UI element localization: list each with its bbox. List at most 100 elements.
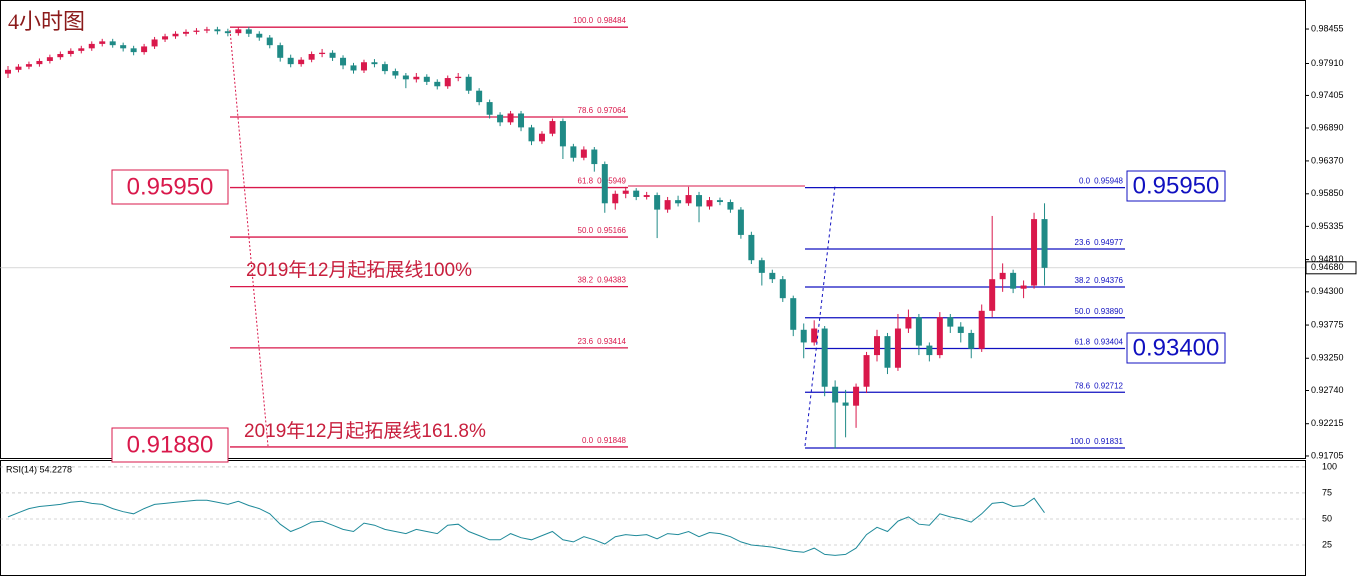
fib-ratio: 38.2 bbox=[1075, 276, 1091, 285]
candle-body bbox=[256, 33, 263, 38]
candle-body bbox=[528, 127, 535, 142]
y-tick-label: 0.94300 bbox=[1311, 286, 1344, 296]
candle-body bbox=[476, 90, 483, 103]
candle-body bbox=[78, 48, 85, 51]
fib-ratio: 78.6 bbox=[1075, 381, 1091, 390]
candle-body bbox=[716, 200, 723, 203]
candle-body bbox=[67, 50, 74, 55]
y-tick-label: 0.97910 bbox=[1311, 58, 1344, 68]
candle-body bbox=[580, 149, 587, 158]
candle-body bbox=[224, 31, 231, 34]
fib-price: 0.93890 bbox=[1094, 307, 1123, 316]
candle-body bbox=[162, 36, 169, 40]
candle-body bbox=[88, 43, 95, 49]
fib-label: 38.2 0.94376 bbox=[1075, 276, 1124, 285]
candle-body bbox=[507, 113, 514, 123]
annotation-box bbox=[111, 427, 229, 463]
candle-body bbox=[748, 234, 755, 261]
fib-label: 78.6 0.97064 bbox=[578, 106, 627, 115]
fib-price: 0.94383 bbox=[597, 276, 626, 285]
candle-body bbox=[936, 317, 943, 356]
candle-body bbox=[978, 310, 985, 349]
fib-price: 0.95948 bbox=[1094, 177, 1123, 186]
candle-body bbox=[360, 62, 367, 71]
y-tick-label: 0.92215 bbox=[1311, 418, 1344, 428]
candle-body bbox=[277, 45, 284, 58]
candle-body bbox=[1020, 285, 1027, 289]
candle-body bbox=[894, 328, 901, 368]
candle-body bbox=[758, 260, 765, 273]
annotation-box bbox=[1126, 332, 1226, 364]
fib-price: 0.92712 bbox=[1094, 381, 1123, 390]
candle-body bbox=[402, 75, 409, 80]
candle-body bbox=[654, 195, 661, 210]
candle-body bbox=[570, 146, 577, 158]
fib-ratio: 23.6 bbox=[1075, 238, 1091, 247]
candle-body bbox=[308, 54, 315, 60]
candle-body bbox=[696, 195, 703, 207]
candle-body bbox=[130, 48, 137, 53]
candle-body bbox=[518, 113, 525, 128]
fib-ratio: 61.8 bbox=[578, 177, 594, 186]
y-tick-label: 0.92740 bbox=[1311, 385, 1344, 395]
fib-price: 0.95166 bbox=[597, 226, 626, 235]
candle-body bbox=[727, 202, 734, 210]
current-price-label: 0.94680 bbox=[1311, 262, 1344, 272]
y-tick-label: 75 bbox=[1322, 487, 1332, 497]
y-tick-label: 0.93775 bbox=[1311, 319, 1344, 329]
candle-body bbox=[319, 52, 326, 55]
candle-body bbox=[120, 45, 127, 49]
y-tick-label: 0.97405 bbox=[1311, 90, 1344, 100]
annotation: 2019年12月起拓展线161.8% bbox=[244, 420, 486, 442]
candle-body bbox=[790, 298, 797, 330]
candle-body bbox=[853, 386, 860, 406]
y-tick-label: 25 bbox=[1322, 539, 1332, 549]
annotation-box bbox=[111, 169, 229, 205]
candle-body bbox=[497, 114, 504, 123]
y-tick-label: 0.96890 bbox=[1311, 122, 1344, 132]
chart-title: 4小时图 bbox=[8, 9, 85, 34]
candle-body bbox=[245, 29, 252, 34]
candle-body bbox=[15, 66, 22, 70]
annotation: 0.95950 bbox=[1133, 172, 1220, 199]
fib-ratio: 23.6 bbox=[578, 337, 594, 346]
candle-body bbox=[298, 59, 305, 65]
annotation: 2019年12月起拓展线100% bbox=[246, 259, 472, 281]
candle-body bbox=[434, 81, 441, 87]
candle-body bbox=[800, 329, 807, 343]
fib-ratio: 38.2 bbox=[578, 276, 594, 285]
candle-body bbox=[612, 193, 619, 204]
y-tick-label: 0.95850 bbox=[1311, 188, 1344, 198]
y-tick-label: 0.96370 bbox=[1311, 155, 1344, 165]
candle-body bbox=[863, 355, 870, 387]
candle-body bbox=[99, 41, 106, 44]
annotation: 0.93400 bbox=[1133, 334, 1220, 361]
fib-label: 61.8 0.93404 bbox=[1075, 338, 1124, 347]
fib-label: 78.6 0.92712 bbox=[1075, 381, 1124, 390]
candle-body bbox=[1010, 272, 1017, 289]
candle-body bbox=[46, 57, 53, 61]
candle-body bbox=[444, 78, 451, 87]
candle-body bbox=[999, 272, 1006, 280]
candle-body bbox=[601, 164, 608, 204]
candle-body bbox=[915, 317, 922, 346]
fib-ratio: 50.0 bbox=[578, 226, 594, 235]
rsi-line bbox=[7, 497, 1045, 556]
candle-body bbox=[737, 209, 744, 235]
fib-price: 0.95949 bbox=[597, 177, 626, 186]
y-tick-label: 0.93250 bbox=[1311, 353, 1344, 363]
candle-body bbox=[287, 57, 294, 65]
fib-ratio: 0.0 bbox=[1079, 177, 1091, 186]
y-tick-label: 100 bbox=[1322, 461, 1337, 471]
fib-price: 0.97064 bbox=[597, 106, 626, 115]
fib-label: 61.8 0.95949 bbox=[578, 177, 627, 186]
fib-label: 23.6 0.94977 bbox=[1075, 238, 1124, 247]
candle-body bbox=[381, 64, 388, 72]
candle-body bbox=[235, 29, 242, 34]
fib-price: 0.93414 bbox=[597, 337, 626, 346]
annotation: 0.91880 bbox=[127, 431, 214, 458]
candle-body bbox=[779, 279, 786, 299]
candle-body bbox=[214, 29, 221, 32]
candle-body bbox=[633, 190, 640, 197]
fib-label: 0.0 0.95948 bbox=[1079, 177, 1124, 186]
